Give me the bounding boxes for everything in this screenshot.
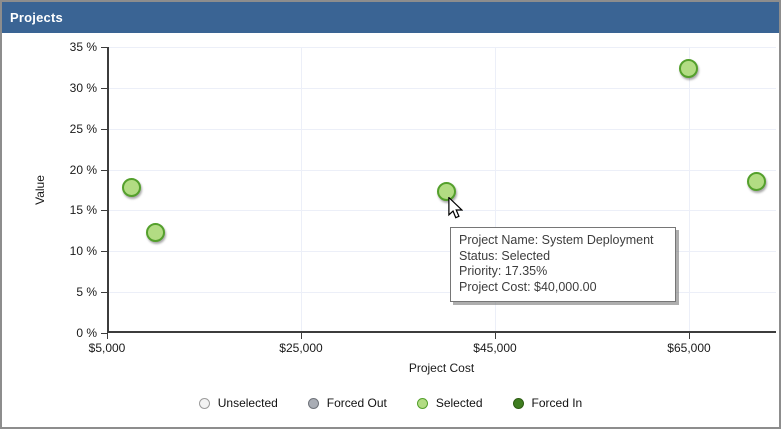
y-gridline (107, 88, 776, 89)
panel-title: Projects (10, 10, 63, 25)
y-tick-mark (101, 333, 107, 334)
tooltip-status: Status: Selected (459, 248, 551, 263)
legend-swatch-icon (512, 397, 524, 409)
plot-area (107, 47, 776, 333)
tooltip-project-cost: Project Cost: $40,000.00 (459, 279, 597, 294)
y-tick-label: 20 % (69, 163, 97, 177)
y-gridline (107, 210, 776, 211)
y-tick-label: 10 % (69, 244, 97, 258)
y-tick-mark (101, 170, 107, 171)
x-tick-label: $65,000 (667, 341, 711, 355)
y-gridline (107, 47, 776, 48)
x-axis-title: Project Cost (408, 361, 475, 375)
tooltip-priority: Priority: 17.35% (459, 264, 548, 278)
y-gridline (107, 170, 776, 171)
x-tick-mark (689, 333, 690, 339)
y-tick-mark (101, 129, 107, 130)
legend-label: Forced In (531, 396, 583, 410)
y-gridline (107, 292, 776, 293)
y-axis-title: Value (33, 175, 47, 205)
y-tick-mark (101, 88, 107, 89)
legend-label: Forced Out (326, 396, 387, 410)
x-gridline (301, 47, 302, 333)
data-point-selected[interactable] (145, 222, 165, 242)
y-tick-label: 30 % (69, 81, 97, 95)
legend-swatch-icon (307, 397, 319, 409)
legend-item-selected[interactable]: Selected (416, 396, 483, 410)
panel-titlebar: Projects (2, 2, 779, 33)
legend-swatch-icon (198, 397, 210, 409)
x-gridline (495, 47, 496, 333)
y-tick-label: 5 % (76, 285, 97, 299)
x-tick-label: $45,000 (473, 341, 517, 355)
data-point-selected[interactable] (121, 178, 141, 198)
y-tick-mark (101, 292, 107, 293)
y-tick-label: 35 % (69, 40, 97, 54)
y-tick-label: 0 % (76, 326, 97, 340)
legend-item-forced-in[interactable]: Forced In (512, 396, 583, 410)
data-point-selected[interactable] (747, 172, 767, 192)
legend-label: Unselected (217, 396, 278, 410)
y-tick-label: 25 % (69, 122, 97, 136)
legend-swatch-icon (416, 397, 428, 409)
legend-label: Selected (435, 396, 483, 410)
tooltip-project-name: Project Name: System Deployment (459, 233, 654, 247)
x-tick-mark (301, 333, 302, 339)
legend-item-forced-out[interactable]: Forced Out (307, 396, 387, 410)
y-tick-mark (101, 251, 107, 252)
data-point-selected[interactable] (679, 58, 699, 78)
x-tick-label: $5,000 (88, 341, 126, 355)
x-tick-mark (107, 333, 108, 339)
y-gridline (107, 251, 776, 252)
chart-legend: Unselected Forced Out Selected Forced In (2, 394, 779, 412)
y-gridline (107, 129, 776, 130)
y-tick-mark (101, 47, 107, 48)
data-point-tooltip: Project Name: System Deployment Status: … (450, 227, 676, 302)
y-tick-label: 15 % (69, 203, 97, 217)
y-tick-mark (101, 210, 107, 211)
mouse-cursor-icon (447, 196, 464, 224)
x-tick-label: $25,000 (279, 341, 323, 355)
x-tick-mark (495, 333, 496, 339)
legend-item-unselected[interactable]: Unselected (198, 396, 278, 410)
data-point-selected[interactable] (436, 181, 456, 201)
x-gridline (689, 47, 690, 333)
